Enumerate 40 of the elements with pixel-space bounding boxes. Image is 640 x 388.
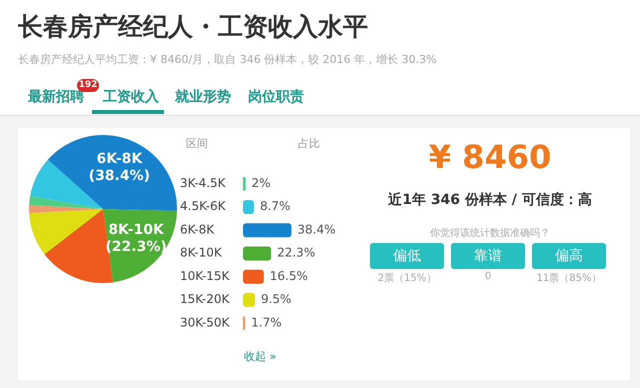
text: 0	[484, 271, 492, 282]
bar	[243, 200, 254, 214]
data-label: 8.7%	[260, 199, 290, 214]
y-tick-label: 4.5K-6K	[180, 199, 227, 214]
data-label: 1.7%	[251, 315, 282, 330]
text: 岗位职责	[248, 88, 304, 106]
text: 偏高	[532, 243, 606, 269]
text: 长春房产经纪人平均工资：¥ 8460/月，取自 346 份样本，较 2016 年，增长 30.3%	[18, 52, 437, 67]
bar	[243, 292, 255, 307]
x-axis-title: 占比	[298, 136, 320, 151]
data-label: 16.5%	[270, 268, 308, 283]
text: 靠谱	[451, 243, 525, 269]
y-tick-label: 8K-10K	[180, 246, 223, 260]
chart-title: 长春房产经纪人・工资收入水平	[18, 11, 368, 43]
slice-label: 6K-8K	[96, 150, 144, 167]
text: ¥ 8460	[428, 138, 552, 176]
data-label: (38.4%)	[88, 168, 150, 184]
data-label: 9.5%	[260, 292, 292, 306]
y-tick-label: 3K-4.5K	[180, 176, 227, 190]
text: 近1年 346 份样本 / 可信度：高	[387, 191, 593, 209]
slice-label: 8K-10K	[108, 222, 165, 238]
data-label: 38.4%	[297, 222, 336, 236]
text: 就业形势	[175, 88, 231, 106]
text: 你觉得该统计数据准确吗？	[429, 226, 551, 240]
data-label: 2%	[252, 176, 271, 190]
data-label: 22.3%	[277, 246, 316, 260]
y-tick-label: 15K-20K	[180, 292, 230, 306]
y-tick-label: 30K-50K	[180, 315, 230, 330]
y-tick-label: 6K-8K	[180, 222, 216, 236]
y-axis-title: 区间	[186, 136, 208, 151]
bar	[243, 246, 272, 260]
text: 工资收入	[103, 88, 159, 106]
bar	[243, 223, 292, 238]
bar	[243, 270, 264, 284]
y-tick-label: 10K-15K	[180, 268, 230, 283]
text: 偏低	[370, 243, 444, 269]
text: 2票（15%）	[376, 272, 438, 285]
text: 11票（85%）	[536, 272, 602, 285]
bar	[243, 176, 246, 191]
text: 收起 »	[244, 349, 276, 364]
